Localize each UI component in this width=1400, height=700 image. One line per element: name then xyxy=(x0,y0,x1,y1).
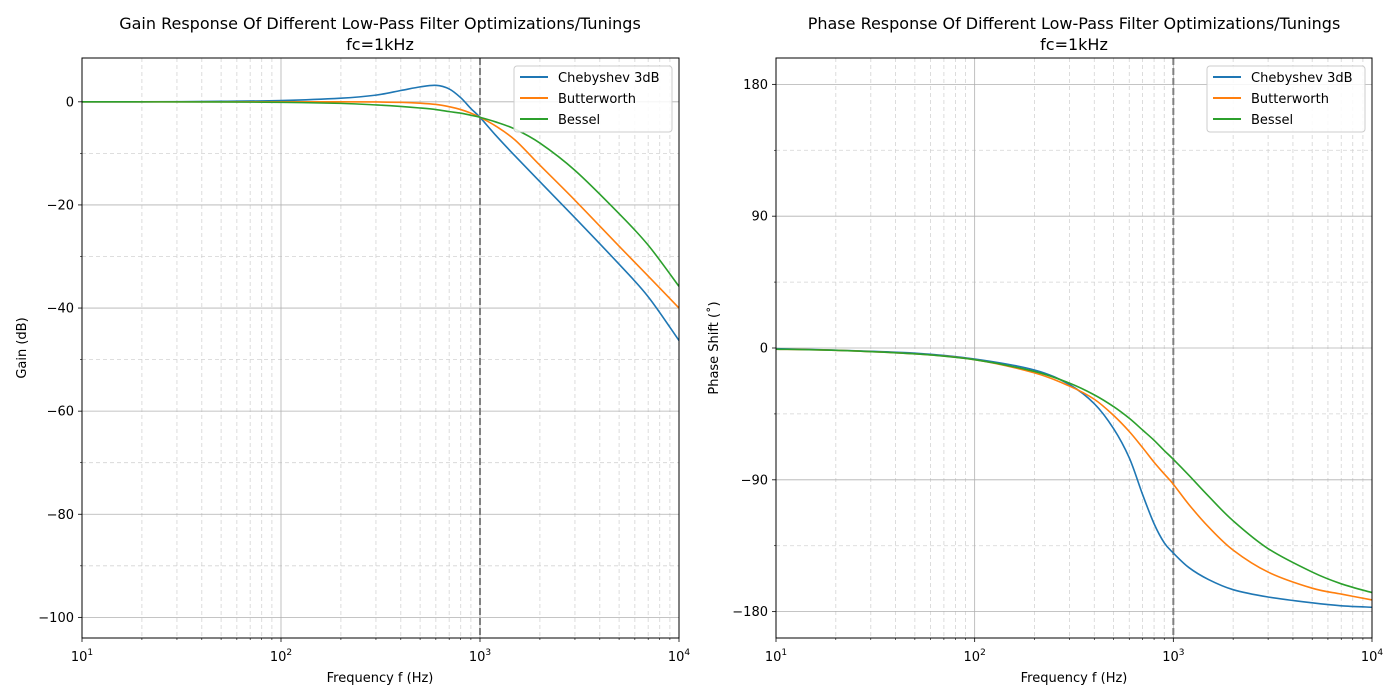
gain-x-tick-label: 103 xyxy=(469,648,491,665)
gain-x-axis-label: Frequency f (Hz) xyxy=(327,671,434,686)
gain-y-tick-label: −20 xyxy=(47,198,74,213)
gain-series xyxy=(81,84,680,341)
gain-plot-area xyxy=(82,58,679,638)
phase-chart-title: Phase Response Of Different Low-Pass Fil… xyxy=(808,14,1341,33)
phase-series xyxy=(775,347,1373,609)
gain-legend: Chebyshev 3dB Butterworth Bessel xyxy=(513,65,673,133)
phase-legend-box xyxy=(1206,65,1366,133)
gain-legend-box xyxy=(513,65,673,133)
gain-y-tick-label: 0 xyxy=(66,95,74,110)
phase-legend-label-butterworth: Butterworth xyxy=(1251,92,1329,107)
phase-chart-subtitle: fc=1kHz xyxy=(1040,35,1108,54)
gain-x-tick-label: 104 xyxy=(668,648,691,665)
gain-y-tick-label: −40 xyxy=(47,302,74,317)
phase-chart: 101 102 103 104 180 90 0 −90 −180 Phase Response… xyxy=(706,14,1383,686)
phase-legend: Chebyshev 3dB Butterworth Bessel xyxy=(1206,65,1366,133)
gain-y-axis-label: Gain (dB) xyxy=(15,317,30,378)
gain-ticks: 101 102 103 104 0 −20 −40 −60 −80 −100 xyxy=(38,95,690,665)
phase-x-tick-label: 101 xyxy=(765,648,787,665)
gain-x-tick-label: 101 xyxy=(71,648,93,665)
gain-y-tick-label: −60 xyxy=(47,405,74,420)
gain-axes-frame xyxy=(81,57,680,639)
gain-chart-title: Gain Response Of Different Low-Pass Filt… xyxy=(119,14,641,33)
phase-ticks: 101 102 103 104 180 90 0 −90 −180 xyxy=(732,78,1383,665)
gain-x-tick-label: 102 xyxy=(270,648,292,665)
gain-series-line-butterworth xyxy=(81,101,680,309)
gain-y-tick-label: −100 xyxy=(38,611,74,626)
gain-chart-subtitle: fc=1kHz xyxy=(346,35,414,54)
phase-y-tick-label: −180 xyxy=(732,605,768,620)
phase-y-tick-label: 180 xyxy=(743,78,768,93)
phase-legend-label-bessel: Bessel xyxy=(1251,113,1293,128)
gain-series-line-bessel xyxy=(81,101,680,287)
phase-y-tick-label: 0 xyxy=(760,342,768,357)
phase-grid xyxy=(775,58,1373,638)
phase-x-tick-label: 103 xyxy=(1162,648,1184,665)
gain-series-line-chebyshev-3db xyxy=(81,84,680,341)
phase-x-tick-label: 104 xyxy=(1361,648,1384,665)
phase-y-axis-label: Phase Shift (˚) xyxy=(706,301,722,394)
gain-chart: 101 102 103 104 0 −20 −40 −60 −80 −100 Gain Respo… xyxy=(15,14,690,686)
gain-legend-label-chebyshev: Chebyshev 3dB xyxy=(558,71,660,86)
phase-legend-label-chebyshev: Chebyshev 3dB xyxy=(1251,71,1353,86)
gain-legend-label-bessel: Bessel xyxy=(558,113,600,128)
phase-series-line-bessel xyxy=(775,348,1373,594)
gain-legend-label-butterworth: Butterworth xyxy=(558,92,636,107)
gain-y-tick-label: −80 xyxy=(47,508,74,523)
phase-x-axis-label: Frequency f (Hz) xyxy=(1021,671,1128,686)
phase-y-tick-label: 90 xyxy=(751,210,768,225)
phase-x-tick-label: 102 xyxy=(964,648,986,665)
phase-y-tick-label: −90 xyxy=(741,473,768,488)
